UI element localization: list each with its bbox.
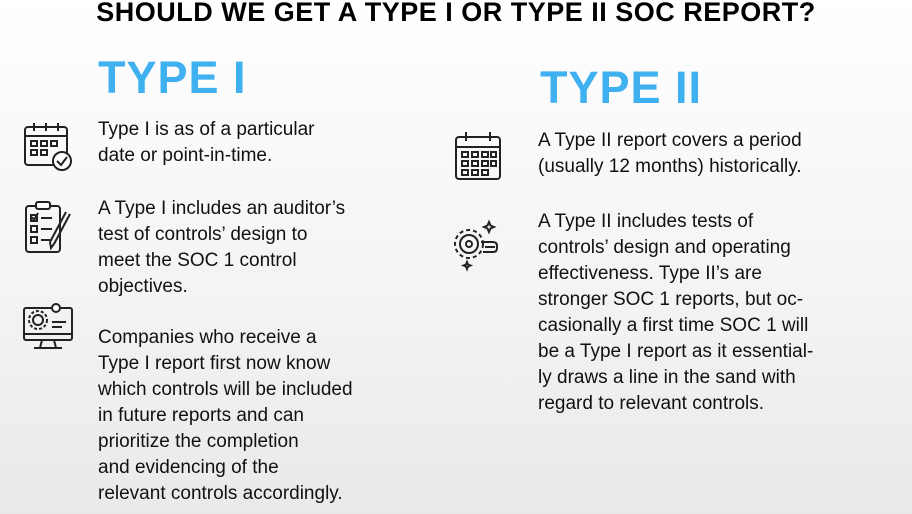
type1-benefits-text: Companies who receive a Type I report fi… — [98, 327, 353, 504]
type2-effectiveness-text: A Type II includes tests of controls’ de… — [538, 211, 814, 414]
calendar-check-icon — [20, 118, 76, 174]
clipboard-checklist-icon — [20, 200, 76, 256]
type1-heading: TYPE I — [98, 52, 247, 103]
type1-point-in-time-text: Type I is as of a particular date or poi… — [98, 119, 315, 166]
page-title: SHOULD WE GET A TYPE I OR TYPE II SOC RE… — [96, 0, 816, 27]
calendar-icon — [450, 128, 506, 184]
monitor-gear-icon — [20, 300, 76, 356]
gear-hand-icon — [445, 216, 501, 272]
type2-heading: TYPE II — [540, 62, 703, 113]
type1-design-test-text: A Type I includes an auditor’s test of c… — [98, 198, 346, 297]
type2-period-text: A Type II report covers a period (usuall… — [538, 130, 802, 177]
